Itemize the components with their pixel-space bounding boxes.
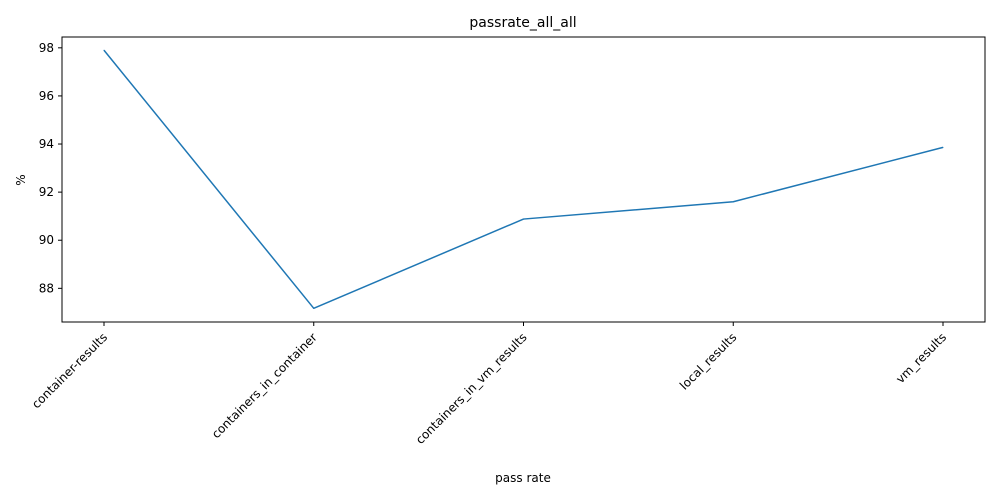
y-axis-label: % xyxy=(14,174,28,185)
x-tick-label: containers_in_vm_results xyxy=(413,330,530,447)
data-point xyxy=(103,49,105,51)
y-tick-label: 94 xyxy=(39,137,54,151)
y-tick-label: 96 xyxy=(39,89,54,103)
y-tick-label: 88 xyxy=(39,281,54,295)
x-tick-label: containers_in_container xyxy=(209,330,320,441)
data-point xyxy=(523,218,524,220)
series-line xyxy=(103,49,944,310)
x-tick-label: local_results xyxy=(677,330,739,392)
y-axis: 88 90 92 94 96 98 xyxy=(39,41,62,295)
x-axis-label: pass rate xyxy=(495,471,551,485)
y-tick-label: 92 xyxy=(39,185,54,199)
data-point xyxy=(313,307,315,309)
y-tick-label: 98 xyxy=(39,41,54,55)
data-point xyxy=(732,201,734,203)
chart-title: passrate_all_all xyxy=(469,15,576,31)
x-tick-label: container-results xyxy=(29,330,110,411)
series-group xyxy=(103,49,944,310)
data-point xyxy=(942,146,944,148)
plot-area xyxy=(61,36,986,323)
x-tick-label: vm_results xyxy=(893,330,949,386)
y-tick-label: 90 xyxy=(39,233,54,247)
x-axis: container-results containers_in_container… xyxy=(29,322,949,447)
